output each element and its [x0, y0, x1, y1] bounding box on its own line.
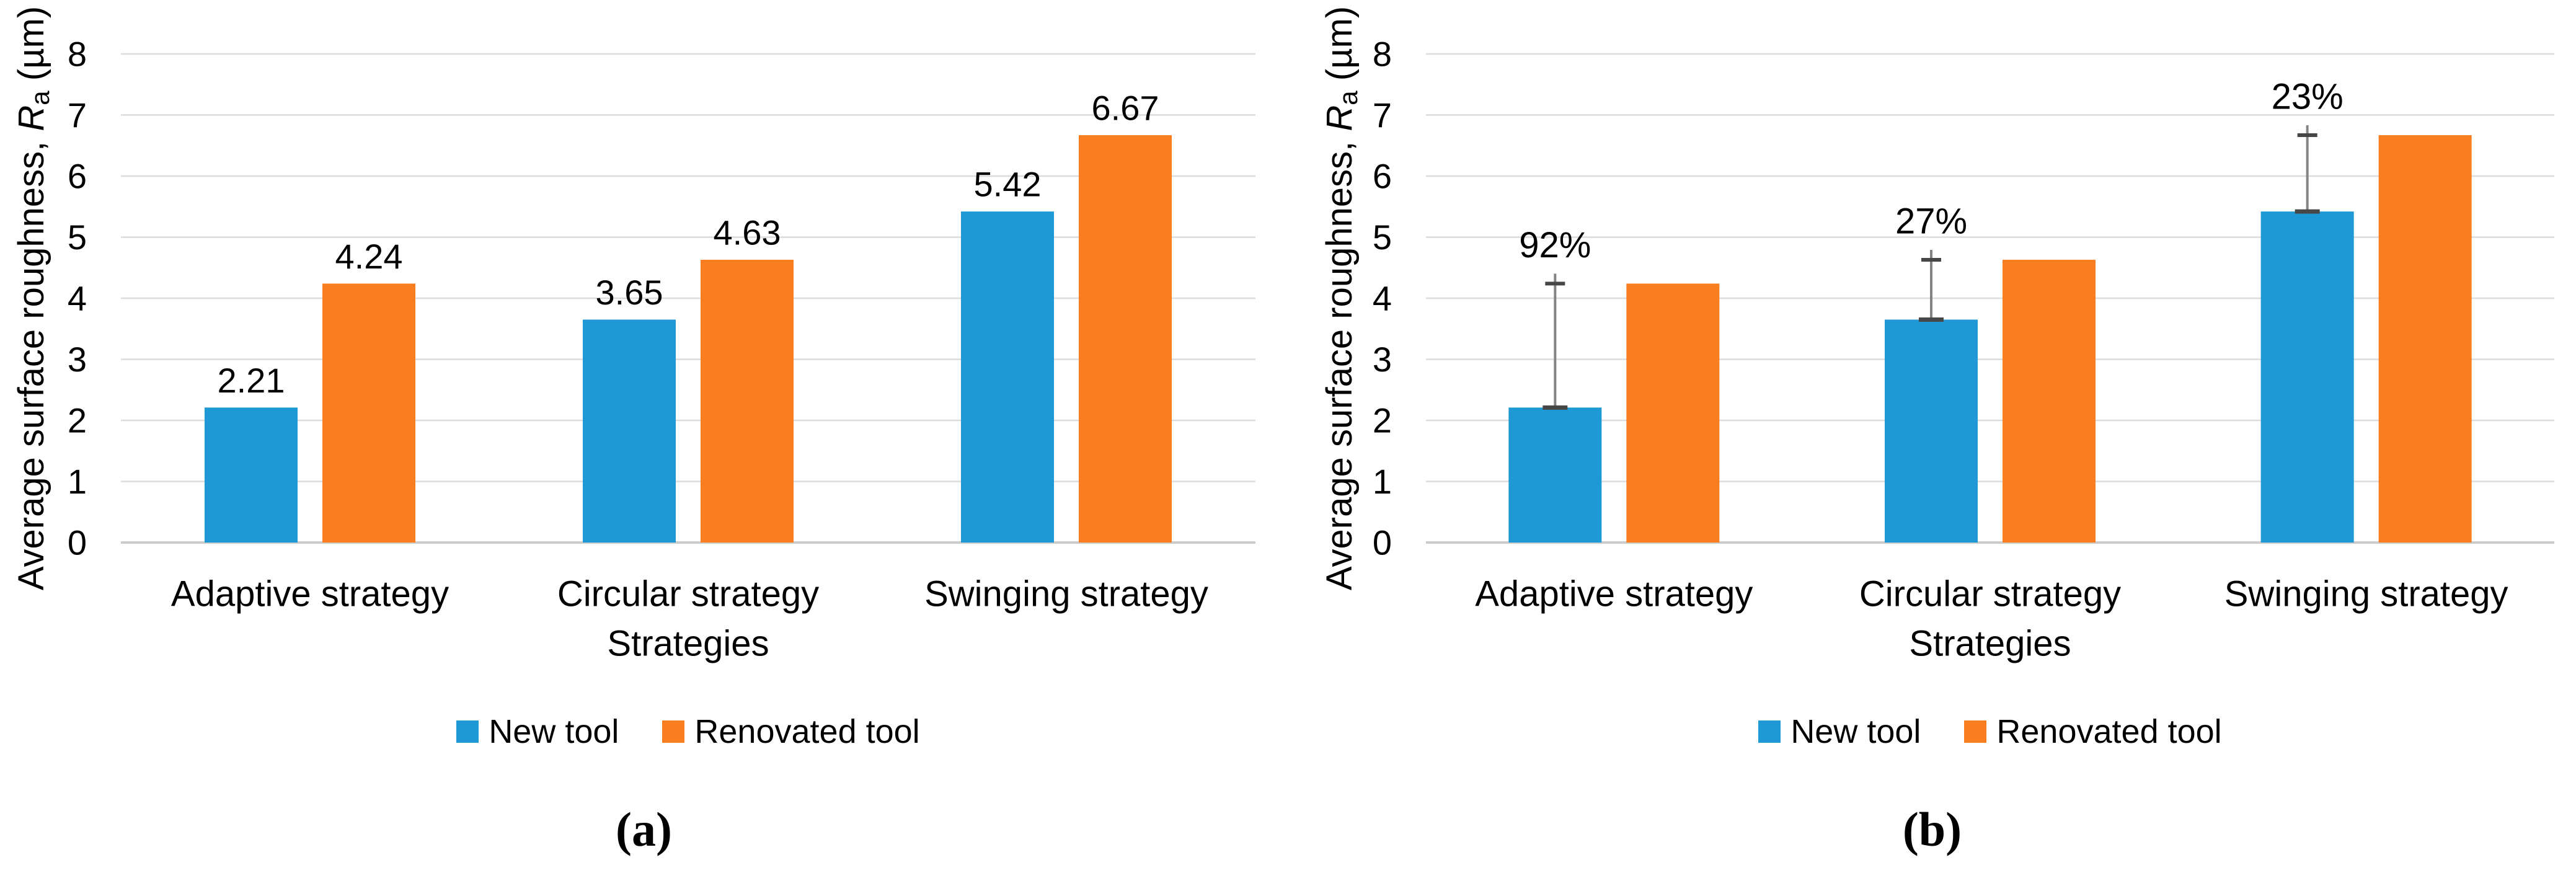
data-label: 2.21: [218, 361, 285, 400]
legend-swatch-new-tool: [456, 720, 479, 743]
y-tick-label: 5: [1373, 218, 1392, 257]
y-axis-title: Average surface roughness, Ra (µm): [1319, 6, 1363, 590]
legend-item-new-tool: New tool: [1758, 713, 1921, 750]
bar-renovated-tool: [701, 259, 794, 543]
percent-label: 23%: [2272, 77, 2344, 117]
legend-label-renovated-tool: Renovated tool: [694, 713, 920, 750]
legend-label-renovated-tool: Renovated tool: [1996, 713, 2222, 750]
subfigure-caption-b: (b): [1902, 802, 1962, 856]
y-tick-label: 0: [68, 523, 87, 562]
y-tick-label: 6: [1373, 157, 1392, 196]
data-label: 6.67: [1092, 89, 1159, 128]
category-label: Circular strategy: [1859, 574, 2121, 614]
chart-a-canvas: 0 1 2 3 4 5 6 7 8 Average surface roughness, Ra (…: [11, 6, 1255, 664]
category-label: Swinging strategy: [924, 574, 1208, 614]
category-label: Circular strategy: [557, 574, 819, 614]
chart-panel-a: 0 1 2 3 4 5 6 7 8 Average surface roughness, Ra (…: [11, 6, 1255, 664]
bar-new-tool: [2260, 211, 2354, 543]
data-label: 3.65: [596, 273, 663, 312]
legend-swatch-new-tool: [1758, 720, 1781, 743]
y-tick-label: 1: [1373, 462, 1392, 501]
subfigure-caption-a: (a): [616, 802, 672, 856]
bar-renovated-tool: [2003, 259, 2096, 543]
bar-new-tool: [205, 407, 298, 543]
x-axis-title: Strategies: [1909, 624, 2071, 664]
y-tick-label: 3: [1373, 340, 1392, 379]
bar-renovated-tool: [322, 283, 415, 543]
bar-new-tool: [961, 211, 1054, 543]
legend-chart-b: New tool Renovated tool: [1426, 713, 2554, 750]
bar-new-tool: [1508, 407, 1602, 543]
bar-renovated-tool: [2378, 135, 2472, 543]
category-label: Swinging strategy: [2224, 574, 2508, 614]
y-tick-label: 4: [1373, 279, 1392, 318]
percent-label: 27%: [1895, 201, 1967, 241]
x-axis-title: Strategies: [607, 624, 769, 664]
legend-item-new-tool: New tool: [456, 713, 619, 750]
y-tick-label: 3: [68, 340, 87, 379]
data-label: 4.24: [335, 237, 403, 276]
legend-chart-a: New tool Renovated tool: [121, 713, 1255, 750]
y-tick-label: 1: [68, 462, 87, 501]
y-tick-label: 5: [68, 218, 87, 257]
y-tick-label: 2: [1373, 401, 1392, 440]
legend-item-renovated-tool: Renovated tool: [662, 713, 920, 750]
y-tick-label: 8: [68, 35, 87, 74]
y-tick-label: 0: [1373, 523, 1392, 562]
bar-new-tool: [1885, 319, 1978, 543]
legend-swatch-renovated-tool: [1964, 720, 1987, 743]
bar-renovated-tool: [1079, 135, 1172, 543]
y-tick-label: 7: [1373, 95, 1392, 135]
bar-renovated-tool: [1626, 283, 1720, 543]
y-tick-label: 2: [68, 401, 87, 440]
category-label: Adaptive strategy: [1475, 574, 1753, 614]
data-label: 4.63: [714, 213, 781, 252]
legend-label-new-tool: New tool: [1790, 713, 1921, 750]
percent-label: 92%: [1519, 225, 1591, 265]
y-tick-label: 8: [1373, 35, 1392, 74]
legend-label-new-tool: New tool: [489, 713, 619, 750]
legend-swatch-renovated-tool: [662, 720, 685, 743]
chart-panel-b: 0 1 2 3 4 5 6 7 8 Average surface roughness, Ra (…: [1288, 0, 2576, 873]
y-tick-label: 7: [68, 95, 87, 135]
legend-item-renovated-tool: Renovated tool: [1964, 713, 2222, 750]
category-label: Adaptive strategy: [171, 574, 449, 614]
y-tick-label: 6: [68, 157, 87, 196]
data-label: 5.42: [974, 165, 1042, 204]
y-tick-label: 4: [68, 279, 87, 318]
y-axis-title: Average surface roughness, Ra (µm): [11, 6, 55, 590]
bar-new-tool: [583, 319, 676, 543]
chart-b-canvas: 0 1 2 3 4 5 6 7 8 Average surface roughness, Ra (…: [1319, 6, 2554, 664]
